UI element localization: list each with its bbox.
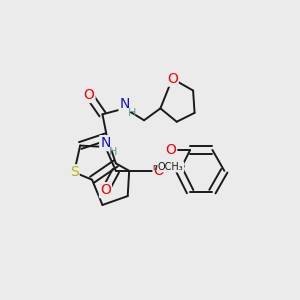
- Text: N: N: [100, 136, 111, 150]
- Text: O: O: [84, 88, 94, 102]
- Text: O: O: [100, 183, 111, 197]
- Text: O: O: [167, 72, 178, 86]
- Text: H: H: [128, 108, 136, 118]
- Text: S: S: [70, 165, 79, 179]
- Text: methoxy: methoxy: [153, 163, 186, 172]
- Text: OCH₃: OCH₃: [158, 162, 184, 172]
- Text: H: H: [109, 147, 117, 158]
- Text: O: O: [154, 164, 164, 178]
- Text: N: N: [119, 97, 130, 111]
- Text: O: O: [165, 143, 176, 157]
